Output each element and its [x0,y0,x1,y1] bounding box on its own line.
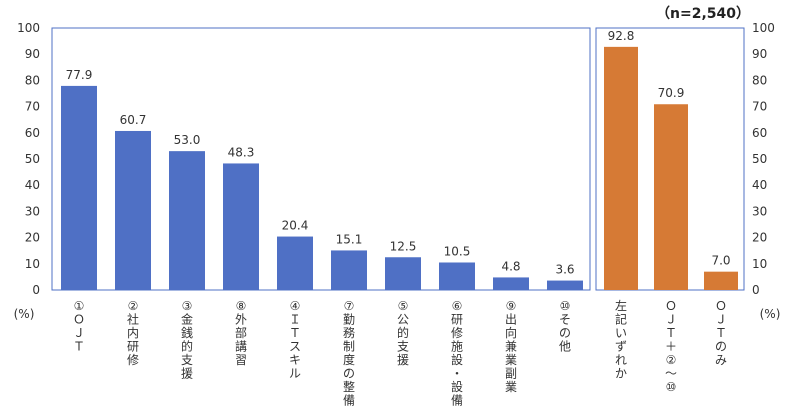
category-label: ② 社内研修 [127,299,139,367]
value-label: 77.9 [66,68,93,82]
value-label: 15.1 [336,232,363,246]
bar [604,46,638,290]
category-label: ⑧ 外部講習 [235,299,247,367]
right-y-tick-label: 60 [752,126,767,140]
left-y-tick-label: 20 [25,231,40,245]
left-bars: 77.9 ① ＯＪＴ 60.7 ② 社内研修 53.0 ③ 金銭的支援 48.3 ⑧ 外部講習 20.4… [61,68,583,408]
value-label: 60.7 [120,113,147,127]
right-y-tick-label: 70 [752,100,767,114]
value-label: 7.0 [711,254,730,268]
sample-size-note: （n=2,540） [656,6,750,22]
category-label: ＯＪＴ＋ ② 〜 ⑩ [665,299,677,394]
left-y-tick-label: 60 [25,126,40,140]
left-y-tick-label: 80 [25,73,40,87]
category-label: ＯＪＴのみ [715,299,727,367]
right-y-tick-label: 100 [752,21,775,35]
category-label: 左記いずれか [615,298,627,381]
left-y-tick-label: 40 [25,178,40,192]
value-label: 10.5 [444,244,471,258]
value-label: 3.6 [555,263,574,277]
left-y-tick-label: 70 [25,100,40,114]
bar [547,280,583,290]
right-y-tick-label: 80 [752,73,767,87]
category-label: ⑥ 研修施設・設備 [451,299,463,408]
category-label: ④ ＩＴスキル [289,299,301,381]
value-label: 48.3 [228,145,255,159]
bar [115,130,151,290]
category-label: ⑦ 勤務制度の整備 [343,299,355,408]
right-y-tick-label: 50 [752,152,767,166]
left-y-axis: 0 10 20 30 40 50 60 70 80 90 100 [17,21,40,297]
bar [493,277,529,290]
bar [61,85,97,290]
bar [654,104,688,290]
right-y-axis: 0 10 20 30 40 50 60 70 80 90 100 [752,21,775,297]
category-label: ⑨ 出向兼業副業 [505,299,517,394]
right-y-tick-label: 0 [752,283,760,297]
right-y-tick-label: 90 [752,47,767,61]
bar [169,151,205,290]
right-y-tick-label: 40 [752,178,767,192]
bar [223,163,259,290]
left-y-tick-label: 10 [25,257,40,271]
bar [385,257,421,290]
bar [439,262,475,290]
bar [704,271,738,290]
left-y-tick-label: 30 [25,204,40,218]
value-label: 12.5 [390,239,417,253]
value-label: 4.8 [501,259,520,273]
category-label: ⑩ その他 [559,299,571,354]
left-y-tick-label: 90 [25,47,40,61]
right-bars: 92.8 左記いずれか 70.9 ＯＪＴ＋ ② 〜 ⑩ 7.0 ＯＪＴのみ [604,29,738,394]
value-label: 53.0 [174,133,201,147]
right-y-tick-label: 20 [752,231,767,245]
right-unit-label: (%) [760,307,781,321]
left-y-tick-label: 50 [25,152,40,166]
left-panel-frame [51,27,591,291]
right-y-tick-label: 30 [752,204,767,218]
category-label: ③ 金銭的支援 [181,299,193,381]
right-y-tick-label: 10 [752,257,767,271]
category-label: ① ＯＪＴ [73,299,85,354]
left-y-tick-label: 0 [32,283,40,297]
value-label: 92.8 [608,29,635,43]
value-label: 70.9 [658,86,685,100]
bar [331,250,367,290]
left-y-tick-label: 100 [17,21,40,35]
value-label: 20.4 [282,219,309,233]
left-unit-label: (%) [14,307,35,321]
bar [277,236,313,290]
category-label: ⑤ 公的支援 [397,299,409,367]
